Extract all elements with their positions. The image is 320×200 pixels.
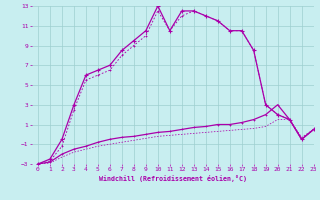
X-axis label: Windchill (Refroidissement éolien,°C): Windchill (Refroidissement éolien,°C) [99,175,247,182]
